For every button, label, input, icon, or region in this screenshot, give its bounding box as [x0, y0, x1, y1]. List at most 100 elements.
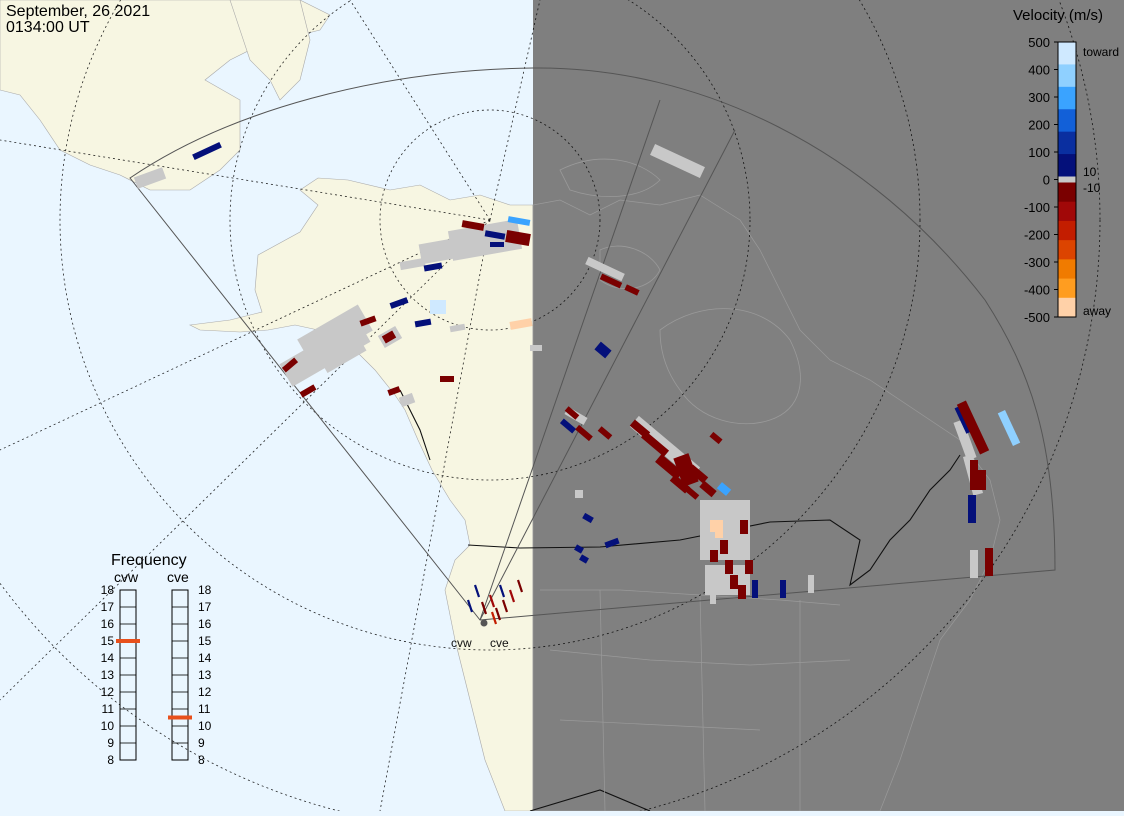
radar-fov — [129, 67, 1056, 621]
ground-scatter-cell — [585, 256, 625, 282]
velocity-cell — [509, 318, 533, 330]
frequency-tick-label: 12 — [198, 685, 212, 699]
velocity-cell — [484, 230, 506, 240]
frequency-tick-label: 8 — [107, 753, 114, 767]
colorbar-segment — [1058, 176, 1076, 183]
ground-scatter-cell — [710, 590, 716, 604]
landmass-day — [0, 0, 534, 812]
velocity-cell — [669, 474, 691, 494]
colorbar-tick-label: 0 — [1043, 173, 1050, 188]
velocity-legend: Velocity (m/s) 500 400 300 200 100 0 -100 -200 -… — [1013, 7, 1119, 325]
state-borders — [540, 589, 851, 812]
colorbar-segment — [1058, 297, 1076, 318]
velocity-cell — [968, 495, 976, 523]
colorbar-segment — [1058, 259, 1076, 280]
velocity-vector — [466, 599, 474, 613]
velocity-colorbar — [1057, 41, 1077, 318]
landmass-night — [532, 194, 1001, 812]
velocity-cell — [414, 318, 432, 328]
velocity-cell — [387, 386, 401, 396]
velocity-cell — [575, 424, 593, 442]
velocity-cell — [579, 554, 589, 564]
radar-site-marker — [480, 619, 488, 627]
colorbar-segment — [1058, 201, 1076, 222]
ground-scatter-cell — [398, 392, 416, 408]
frequency-marker — [168, 715, 192, 720]
velocity-cell — [655, 454, 683, 480]
velocity-cell — [423, 262, 443, 272]
velocity-cell — [710, 550, 718, 562]
velocity-legend-title: Velocity (m/s) — [1013, 7, 1103, 24]
velocity-vector — [501, 599, 509, 613]
ground-scatter-cell — [279, 319, 371, 387]
frequency-radar-cvw: cvw — [114, 569, 139, 585]
frequency-tick-label: 15 — [198, 634, 212, 648]
velocity-near-zero-neg: -10 — [1083, 181, 1101, 195]
velocity-cell — [359, 315, 377, 327]
frequency-tick-label: 11 — [102, 702, 115, 716]
velocity-cell — [564, 406, 580, 420]
graticule — [0, 0, 1101, 816]
frequency-tick-label: 10 — [101, 719, 115, 733]
velocity-cell — [624, 284, 640, 296]
velocity-cell — [745, 560, 753, 574]
frequency-tick-label: 17 — [101, 600, 115, 614]
velocity-cell — [978, 470, 986, 490]
colorbar-tick-label: -300 — [1024, 255, 1050, 270]
velocity-cell — [640, 431, 670, 457]
velocity-cell — [684, 486, 700, 500]
velocity-cell — [780, 580, 786, 598]
velocity-cell — [594, 341, 612, 359]
velocity-away-label: away — [1083, 304, 1111, 318]
velocity-cell — [725, 560, 733, 574]
colorbar-segment — [1058, 154, 1076, 177]
frequency-tick-label: 16 — [101, 617, 115, 631]
velocity-cell — [709, 431, 723, 445]
frequency-tick-label: 15 — [101, 634, 115, 648]
ground-scatter-cell — [447, 219, 523, 261]
velocity-cell — [997, 409, 1021, 447]
colorbar-segment — [1058, 240, 1076, 260]
header-time: 0134:00 UT — [6, 19, 90, 36]
velocity-vector — [473, 584, 481, 598]
radar-label-cvw: cvw — [451, 636, 472, 650]
velocity-cell — [381, 330, 397, 344]
velocity-cell — [738, 585, 746, 599]
velocity-vector — [494, 607, 502, 621]
frequency-tick-label: 10 — [198, 719, 212, 733]
colorbar-segment — [1058, 131, 1076, 155]
colorbar-tick-label: -100 — [1024, 200, 1050, 215]
velocity-cell — [956, 400, 990, 455]
velocity-cell — [604, 537, 620, 549]
velocity-cell — [699, 480, 717, 498]
frequency-tick-label: 14 — [101, 651, 115, 665]
velocity-cell — [281, 357, 299, 373]
colorbar-tick-label: -400 — [1024, 283, 1050, 298]
velocity-cell — [730, 575, 738, 589]
velocity-cell — [505, 230, 531, 246]
velocity-colorbar-ticks: 500 400 300 200 100 0 -100 -200 -300 -400 -500 — [1024, 35, 1058, 325]
frequency-tick-label: 13 — [101, 668, 115, 682]
frequency-tick-label: 17 — [198, 600, 212, 614]
velocity-cells-layer — [192, 141, 1021, 625]
velocity-cell — [687, 464, 709, 484]
colorbar-tick-label: -200 — [1024, 228, 1050, 243]
colorbar-tick-label: 100 — [1028, 145, 1050, 160]
velocity-cell — [599, 273, 623, 289]
ground-scatter-cell — [808, 575, 814, 593]
velocity-cell — [673, 453, 699, 487]
ground-scatter-layer — [133, 143, 984, 604]
frequency-bars: 18 17 16 15 14 13 12 11 10 9 8 18 17 16 15 14 13 12 11 10 9 8 — [101, 583, 212, 767]
velocity-cell — [192, 141, 222, 161]
ground-scatter-cell — [133, 167, 167, 189]
colorbar-tick-label: 400 — [1028, 63, 1050, 78]
frequency-tick-label: 9 — [198, 736, 205, 750]
ground-scatter-cell — [399, 257, 426, 271]
velocity-vector — [516, 579, 524, 593]
frequency-title: Frequency — [111, 552, 187, 569]
velocity-cell — [752, 580, 758, 598]
velocity-vector — [490, 611, 498, 625]
velocity-toward-label: toward — [1083, 45, 1119, 59]
